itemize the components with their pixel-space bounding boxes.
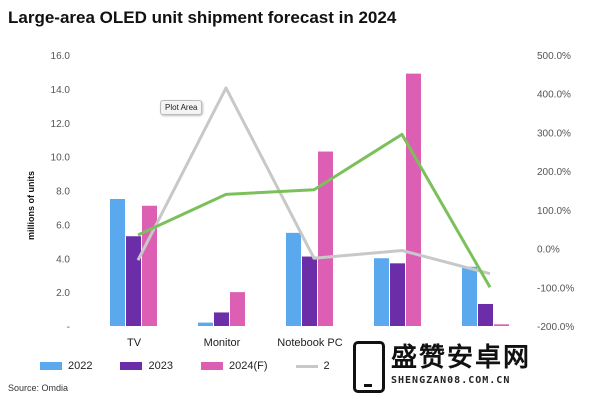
growth-line-green [137, 132, 492, 289]
category-label: Notebook PC [277, 337, 342, 349]
growth-line-gray [136, 86, 491, 276]
watermark: 盛赞安卓网 SHENGZAN08.COM.CN [353, 337, 593, 393]
bar [374, 258, 389, 326]
bar [478, 303, 493, 326]
legend-item-2023[interactable]: 2023 [120, 360, 173, 372]
y-tick-label: 16.0 [51, 51, 71, 62]
bar [462, 266, 477, 326]
y2-tick-label: 0.0% [537, 245, 560, 256]
phone-logo-icon [353, 341, 385, 393]
legend-item-growth[interactable]: 2 [295, 360, 330, 372]
y2-tick-label: 500.0% [537, 51, 571, 62]
y-tick-label: 4.0 [56, 254, 70, 265]
category-label: Monitor [204, 337, 241, 349]
y2-tick-label: -100.0% [537, 283, 574, 294]
bar [390, 263, 405, 326]
bar [406, 73, 421, 326]
y-tick-label: 8.0 [56, 187, 70, 198]
y2-tick-label: 400.0% [537, 90, 571, 101]
y-axis-label: millions of units [26, 171, 36, 240]
bar [318, 151, 333, 326]
bar [198, 322, 213, 326]
source-note: Source: Omdia [8, 383, 69, 393]
category-label: TV [127, 337, 142, 349]
category-labels: TV Monitor Notebook PC [127, 337, 343, 349]
bar [110, 198, 125, 326]
bar [286, 232, 301, 326]
bar [142, 205, 157, 326]
bar [302, 256, 317, 326]
legend-label-2023: 2023 [148, 360, 173, 372]
y-tick-label: 2.0 [56, 288, 70, 299]
legend-swatch-2023 [120, 362, 143, 370]
legend-label-2024f: 2024(F) [228, 360, 268, 372]
y2-tick-label: 200.0% [537, 167, 571, 178]
bar [214, 312, 229, 326]
legend-swatch-2022 [40, 362, 62, 370]
y2-tick-label: 300.0% [537, 128, 571, 139]
plot-area-tooltip: Plot Area [160, 100, 203, 115]
left-axis: - 2.0 4.0 6.0 8.0 10.0 12.0 14.0 16.0 [51, 51, 71, 333]
legend: 2022 2023 2024(F) 2 [40, 360, 330, 372]
legend-label-growth: 2 [323, 360, 330, 372]
bar [126, 236, 141, 326]
y2-tick-label: -200.0% [537, 322, 574, 333]
y-tick-label: 6.0 [56, 220, 70, 231]
chart-title: Large-area OLED unit shipment forecast i… [8, 8, 397, 27]
bar [494, 324, 509, 326]
lines [136, 86, 492, 289]
bar [230, 292, 245, 326]
y-tick-label: 14.0 [51, 85, 71, 96]
y2-tick-label: 100.0% [537, 206, 571, 217]
y-tick-label: - [67, 322, 70, 333]
legend-label-2022: 2022 [68, 360, 93, 372]
watermark-title: 盛赞安卓网 [391, 342, 532, 372]
legend-swatch-growth [295, 364, 318, 368]
y-tick-label: 10.0 [51, 153, 71, 164]
right-axis: -200.0% -100.0% 0.0% 100.0% 200.0% 300.0% 400.… [537, 51, 574, 333]
legend-swatch-2024f [200, 362, 223, 370]
legend-item-2022[interactable]: 2022 [40, 360, 92, 372]
bars [110, 73, 509, 326]
watermark-url: SHENGZAN08.COM.CN [391, 375, 511, 386]
y-tick-label: 12.0 [51, 119, 71, 130]
legend-item-2024f[interactable]: 2024(F) [200, 360, 268, 372]
